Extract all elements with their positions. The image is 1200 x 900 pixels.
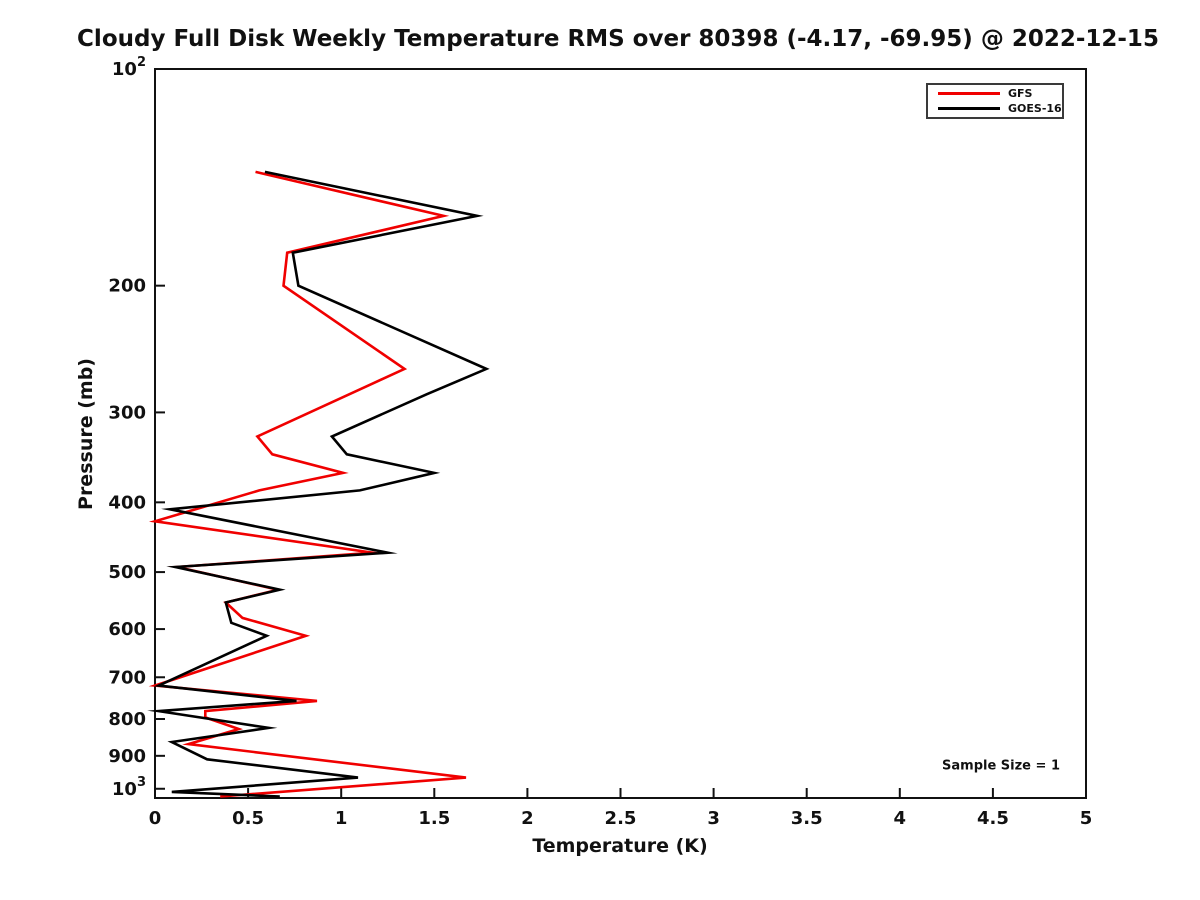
y-axis-label: Pressure (mb) xyxy=(75,358,97,510)
sample-size-note: Sample Size = 1 xyxy=(942,758,1060,774)
x-tick-label: 4.5 xyxy=(977,808,1009,829)
goes16-line xyxy=(147,170,490,798)
legend-label-goes16: GOES-16 xyxy=(1008,102,1062,115)
y-tick-label: 300 xyxy=(108,402,146,423)
x-tick-label: 2 xyxy=(521,808,534,829)
y-tick-label: 103 xyxy=(112,775,146,800)
y-tick-label: 500 xyxy=(108,562,146,583)
goes16-line-swatch xyxy=(938,107,1000,110)
legend-label-gfs: GFS xyxy=(1008,87,1033,100)
gfs-line xyxy=(148,170,467,798)
y-tick-label: 900 xyxy=(108,746,146,767)
legend-entry-gfs: GFS xyxy=(938,87,1062,100)
x-axis-label: Temperature (K) xyxy=(532,835,708,857)
y-tick-label: 200 xyxy=(108,276,146,297)
x-tick-label: 5 xyxy=(1080,808,1093,829)
gfs-line-swatch xyxy=(938,92,1000,95)
legend-entry-goes16: GOES-16 xyxy=(938,102,1062,115)
legend: GFS GOES-16 xyxy=(926,83,1064,119)
x-tick-label: 0 xyxy=(149,808,162,829)
y-tick-label: 600 xyxy=(108,619,146,640)
y-tick-label: 800 xyxy=(108,709,146,730)
x-tick-label: 2.5 xyxy=(605,808,637,829)
x-tick-label: 0.5 xyxy=(232,808,264,829)
chart-title: Cloudy Full Disk Weekly Temperature RMS … xyxy=(77,26,1159,52)
y-tick-label: 400 xyxy=(108,492,146,513)
x-tick-label: 1.5 xyxy=(418,808,450,829)
x-tick-label: 4 xyxy=(894,808,907,829)
y-tick-label: 102 xyxy=(112,55,146,80)
x-tick-label: 1 xyxy=(335,808,348,829)
x-tick-label: 3 xyxy=(707,808,720,829)
y-tick-label: 700 xyxy=(108,667,146,688)
x-tick-label: 3.5 xyxy=(791,808,823,829)
